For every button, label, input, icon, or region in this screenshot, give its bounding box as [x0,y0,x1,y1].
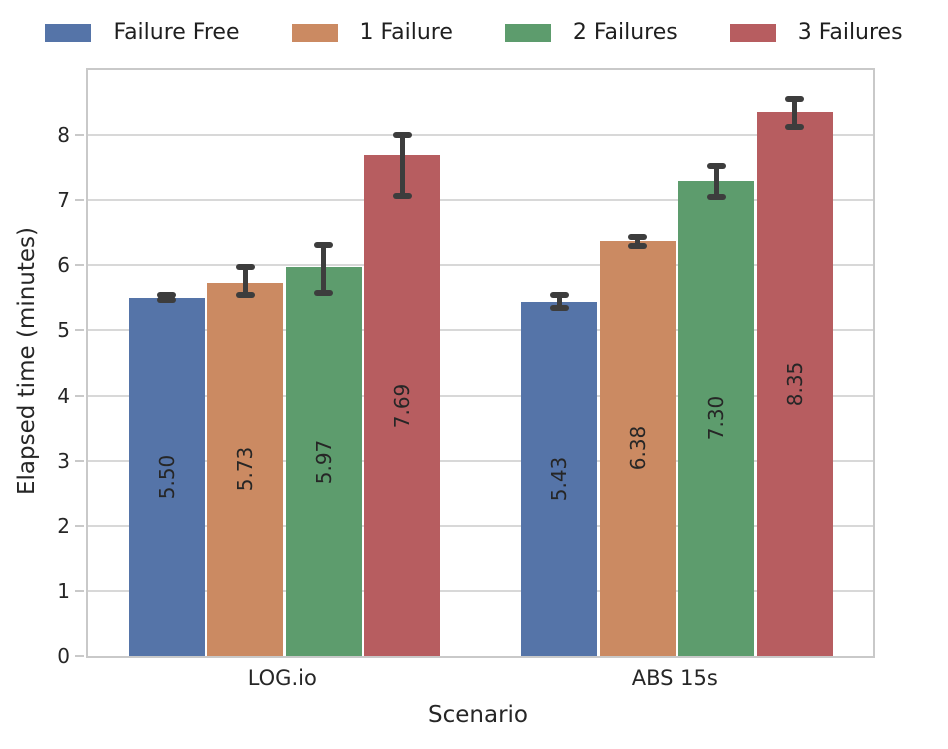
y-tick-mark [75,199,84,202]
gridline-y-1 [88,589,873,592]
legend-swatch-icon [45,23,92,42]
bar-1-failure-abs-15s [599,240,676,656]
y-tick-label: 8 [57,123,70,148]
legend-item-2-failures: 2 Failures [504,20,678,45]
error-bar-cap-bottom [549,304,569,311]
error-bar [399,135,405,196]
legend-label: 2 Failures [572,20,678,45]
y-tick-label: 7 [57,188,70,213]
error-bar-cap-top [549,292,569,299]
error-bar [556,295,562,308]
x-tick-label-abs-15s: ABS 15s [631,666,718,690]
bar-2-failures-abs-15s [678,180,754,656]
gridline-y-6 [88,264,873,267]
error-bar [713,165,719,197]
y-tick-mark [75,134,84,137]
error-bar-cap-top [157,292,176,299]
plot-area: 5.50 5.73 5.97 7.69 5.43 6.38 7.30 8.35 [86,68,875,658]
gridline-y-2 [88,524,873,527]
error-bar-cap-bottom [706,193,726,200]
bar-value-label: 7.30 [704,396,728,441]
y-tick-label: 3 [57,448,70,473]
legend-item-3-failures: 3 Failures [729,20,903,45]
y-tick-mark [75,394,84,397]
bar-failure-free-abs-15s [521,302,597,656]
legend-label: 3 Failures [797,20,903,45]
legend-label: 1 Failure [359,20,453,45]
bar-1-failure-log-io [207,282,283,656]
gridline-y-7 [88,199,873,202]
error-bar [635,236,640,246]
y-tick-mark [75,264,84,267]
error-bar [792,98,797,127]
bar-value-label: 5.97 [311,439,336,484]
legend-label: Failure Free [113,20,240,45]
chart-legend: Failure Free 1 Failure 2 Failures 3 Failure… [0,20,948,45]
bar-value-label: 5.43 [547,456,571,502]
error-bar-cap-bottom [628,242,647,249]
error-bar [321,245,326,293]
legend-swatch-icon [504,23,551,42]
error-bar-cap-bottom [157,297,176,304]
error-bar-cap-bottom [392,192,412,199]
error-bar-cap-bottom [785,123,804,130]
y-tick-label: 0 [57,644,70,668]
gridline-y-8 [88,134,873,137]
y-tick-mark [75,655,84,657]
x-tick-label-log-io: LOG.io [247,666,317,690]
bar-failure-free-log-io [128,297,205,656]
y-tick-mark [75,459,84,462]
error-bar [242,266,248,296]
bar-value-label: 7.69 [390,383,414,428]
bar-value-label: 5.50 [154,454,179,500]
gridline-y-3 [88,459,873,462]
bar-value-label: 6.38 [625,426,650,471]
error-bar-cap-bottom [314,289,333,296]
y-tick-label: 4 [57,383,70,408]
legend-item-1-failure: 1 Failure [291,20,453,45]
error-bar-cap-top [785,95,804,102]
legend-swatch-icon [729,23,776,42]
legend-item-failure-free: Failure Free [45,20,240,45]
error-bar-cap-top [706,162,726,169]
bar-value-label: 5.73 [233,447,257,492]
bar-3-failures-abs-15s [756,112,833,656]
bar-3-failures-log-io [364,155,440,656]
y-tick-mark [75,329,84,332]
legend-swatch-icon [291,23,338,42]
bar-value-label: 8.35 [782,361,807,407]
bar-2-failures-log-io [285,267,362,656]
gridline-y-5 [88,329,873,332]
y-tick-label: 1 [57,578,70,603]
x-axis-label: Scenario [428,702,528,728]
y-tick-label: 6 [57,253,70,278]
y-tick-mark [75,589,84,592]
gridline-y-4 [88,394,873,397]
error-bar-cap-top [392,132,412,139]
error-bar-cap-top [628,233,647,240]
y-tick-label: 2 [57,513,70,538]
error-bar-cap-top [235,263,255,270]
error-bar-cap-bottom [235,292,255,299]
y-tick-label: 5 [57,318,70,343]
error-bar-cap-top [314,242,333,249]
y-tick-mark [75,524,84,527]
